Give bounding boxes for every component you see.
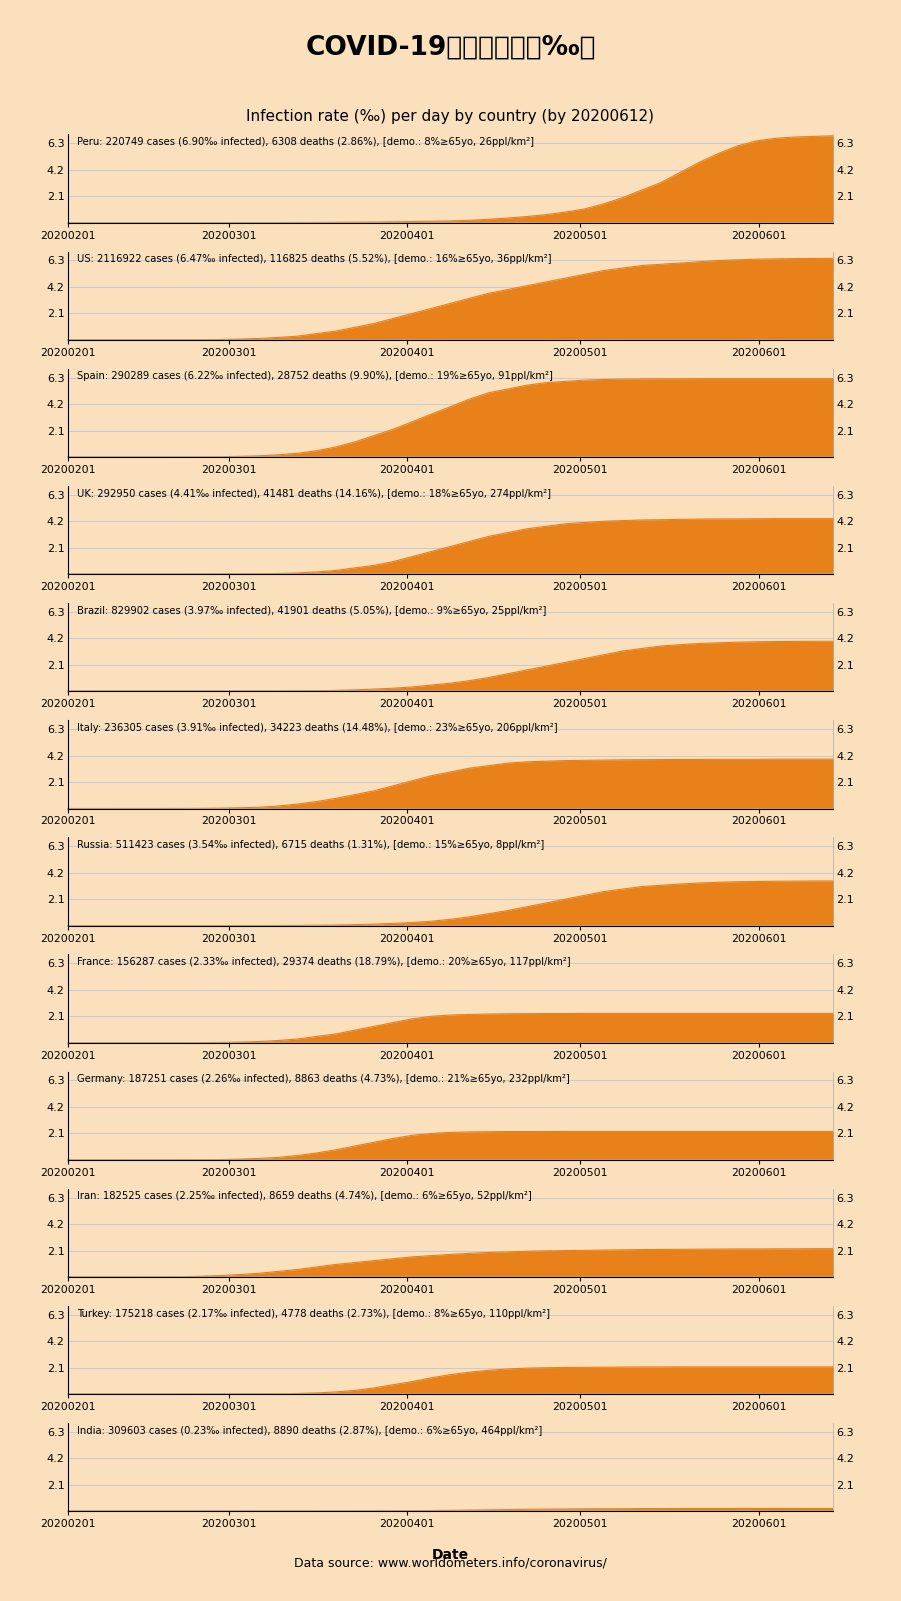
Text: 20200301: 20200301	[201, 1050, 257, 1061]
Text: 20200201: 20200201	[40, 583, 96, 592]
Text: Infection rate (‰) per day by country (by 20200612): Infection rate (‰) per day by country (b…	[247, 109, 654, 125]
Text: 20200601: 20200601	[731, 700, 787, 709]
Text: 20200301: 20200301	[201, 700, 257, 709]
Text: 20200301: 20200301	[201, 1519, 257, 1529]
Text: 20200601: 20200601	[731, 1050, 787, 1061]
Text: 20200501: 20200501	[552, 1286, 608, 1295]
Text: France: 156287 cases (2.33‰ infected), 29374 deaths (18.79%), [demo.: 20%≥65yo, : France: 156287 cases (2.33‰ infected), 2…	[77, 957, 570, 967]
Text: 20200501: 20200501	[552, 1519, 608, 1529]
Text: Italy: 236305 cases (3.91‰ infected), 34223 deaths (14.48%), [demo.: 23%≥65yo, 2: Italy: 236305 cases (3.91‰ infected), 34…	[77, 722, 558, 733]
Text: 20200301: 20200301	[201, 464, 257, 475]
Text: 20200401: 20200401	[379, 347, 435, 359]
Text: 20200501: 20200501	[552, 700, 608, 709]
Text: 20200301: 20200301	[201, 1402, 257, 1412]
Text: Germany: 187251 cases (2.26‰ infected), 8863 deaths (4.73%), [demo.: 21%≥65yo, 2: Germany: 187251 cases (2.26‰ infected), …	[77, 1074, 569, 1084]
Text: 20200301: 20200301	[201, 1286, 257, 1295]
Text: 20200201: 20200201	[40, 1286, 96, 1295]
Text: 20200401: 20200401	[379, 1402, 435, 1412]
Text: India: 309603 cases (0.23‰ infected), 8890 deaths (2.87%), [demo.: 6%≥65yo, 464p: India: 309603 cases (0.23‰ infected), 88…	[77, 1425, 542, 1436]
Text: 20200401: 20200401	[379, 1167, 435, 1178]
Text: 20200601: 20200601	[731, 1402, 787, 1412]
Text: 20200301: 20200301	[201, 933, 257, 943]
Text: Turkey: 175218 cases (2.17‰ infected), 4778 deaths (2.73%), [demo.: 8%≥65yo, 110: Turkey: 175218 cases (2.17‰ infected), 4…	[77, 1308, 550, 1319]
Text: 20200601: 20200601	[731, 933, 787, 943]
Text: Date: Date	[432, 1548, 469, 1563]
Text: 20200201: 20200201	[40, 817, 96, 826]
Text: 20200601: 20200601	[731, 1167, 787, 1178]
Text: 20200601: 20200601	[731, 1286, 787, 1295]
Text: 20200601: 20200601	[731, 583, 787, 592]
Text: 20200401: 20200401	[379, 464, 435, 475]
Text: 20200301: 20200301	[201, 583, 257, 592]
Text: 20200301: 20200301	[201, 817, 257, 826]
Text: COVID-19每日致病率（‰）: COVID-19每日致病率（‰）	[305, 35, 596, 61]
Text: 20200501: 20200501	[552, 231, 608, 240]
Text: 20200501: 20200501	[552, 1050, 608, 1061]
Text: 20200401: 20200401	[379, 700, 435, 709]
Text: Iran: 182525 cases (2.25‰ infected), 8659 deaths (4.74%), [demo.: 6%≥65yo, 52ppl: Iran: 182525 cases (2.25‰ infected), 865…	[77, 1191, 532, 1201]
Text: 20200501: 20200501	[552, 347, 608, 359]
Text: 20200201: 20200201	[40, 347, 96, 359]
Text: 20200601: 20200601	[731, 347, 787, 359]
Text: 20200201: 20200201	[40, 1402, 96, 1412]
Text: US: 2116922 cases (6.47‰ infected), 116825 deaths (5.52%), [demo.: 16%≥65yo, 36p: US: 2116922 cases (6.47‰ infected), 1168…	[77, 255, 551, 264]
Text: Russia: 511423 cases (3.54‰ infected), 6715 deaths (1.31%), [demo.: 15%≥65yo, 8p: Russia: 511423 cases (3.54‰ infected), 6…	[77, 841, 544, 850]
Text: UK: 292950 cases (4.41‰ infected), 41481 deaths (14.16%), [demo.: 18%≥65yo, 274p: UK: 292950 cases (4.41‰ infected), 41481…	[77, 488, 551, 498]
Text: 20200601: 20200601	[731, 231, 787, 240]
Text: Peru: 220749 cases (6.90‰ infected), 6308 deaths (2.86%), [demo.: 8%≥65yo, 26ppl: Peru: 220749 cases (6.90‰ infected), 630…	[77, 138, 533, 147]
Text: 20200201: 20200201	[40, 231, 96, 240]
Text: 20200301: 20200301	[201, 1167, 257, 1178]
Text: 20200601: 20200601	[731, 817, 787, 826]
Text: 20200501: 20200501	[552, 1402, 608, 1412]
Text: 20200501: 20200501	[552, 933, 608, 943]
Text: 20200201: 20200201	[40, 1519, 96, 1529]
Text: 20200201: 20200201	[40, 1050, 96, 1061]
Text: 20200501: 20200501	[552, 1167, 608, 1178]
Text: 20200401: 20200401	[379, 1519, 435, 1529]
Text: 20200501: 20200501	[552, 464, 608, 475]
Text: 20200401: 20200401	[379, 231, 435, 240]
Text: Brazil: 829902 cases (3.97‰ infected), 41901 deaths (5.05%), [demo.: 9%≥65yo, 25: Brazil: 829902 cases (3.97‰ infected), 4…	[77, 605, 546, 616]
Text: 20200601: 20200601	[731, 1519, 787, 1529]
Text: 20200301: 20200301	[201, 231, 257, 240]
Text: 20200401: 20200401	[379, 583, 435, 592]
Text: 20200301: 20200301	[201, 347, 257, 359]
Text: 20200201: 20200201	[40, 1167, 96, 1178]
Text: 20200201: 20200201	[40, 700, 96, 709]
Text: Spain: 290289 cases (6.22‰ infected), 28752 deaths (9.90%), [demo.: 19%≥65yo, 91: Spain: 290289 cases (6.22‰ infected), 28…	[77, 371, 552, 381]
Text: 20200601: 20200601	[731, 464, 787, 475]
Text: Data source: www.worldometers.info/coronavirus/: Data source: www.worldometers.info/coron…	[294, 1556, 607, 1569]
Text: 20200401: 20200401	[379, 817, 435, 826]
Text: 20200401: 20200401	[379, 1050, 435, 1061]
Text: 20200201: 20200201	[40, 464, 96, 475]
Text: 20200501: 20200501	[552, 583, 608, 592]
Text: 20200501: 20200501	[552, 817, 608, 826]
Text: 20200401: 20200401	[379, 933, 435, 943]
Text: 20200401: 20200401	[379, 1286, 435, 1295]
Text: 20200201: 20200201	[40, 933, 96, 943]
